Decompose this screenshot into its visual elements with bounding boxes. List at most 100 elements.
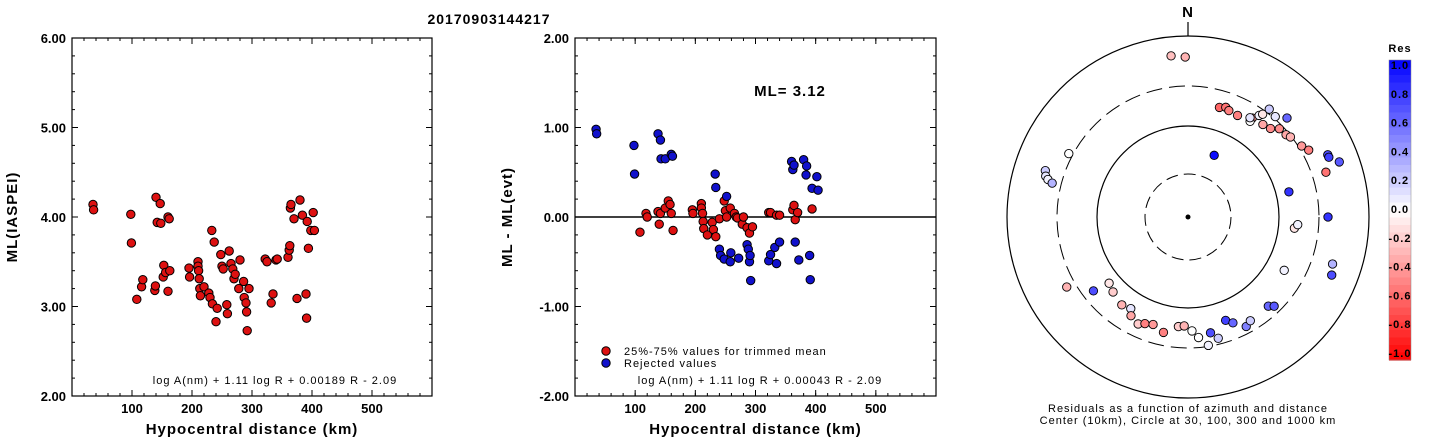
station-point (1334, 157, 1344, 167)
y-tick-label: -1.00 (539, 300, 569, 315)
colorbar-swatch (1389, 345, 1411, 354)
y-axis-title: ML(IASPEI) (4, 172, 21, 263)
x-tick-label: 100 (624, 401, 646, 416)
data-point (642, 212, 652, 222)
data-point (792, 207, 803, 218)
legend-label: Rejected values (624, 358, 717, 370)
colorbar-swatch (1389, 90, 1411, 99)
station-point (1224, 105, 1234, 116)
colorbar-swatch (1389, 202, 1411, 211)
colorbar-swatch (1389, 195, 1411, 204)
data-point (721, 191, 732, 202)
station-point (1104, 278, 1114, 288)
station-point (1064, 148, 1074, 159)
data-point (774, 237, 785, 247)
station-point (1193, 332, 1204, 343)
colorbar-swatch (1389, 337, 1411, 346)
station-point (1270, 111, 1280, 122)
colorbar-swatch (1389, 255, 1411, 264)
station-point (1284, 187, 1294, 197)
station-point (1279, 265, 1289, 275)
circle-30km (1144, 173, 1232, 261)
station-point (1117, 300, 1127, 310)
station-point (1180, 52, 1190, 62)
data-point (235, 255, 245, 265)
circle-300km (1056, 85, 1320, 349)
data-point (807, 204, 817, 214)
station-point (1179, 321, 1189, 331)
colorbar-swatch (1389, 150, 1411, 159)
data-point (805, 274, 815, 285)
epicenter-dot (1185, 214, 1191, 220)
data-point (771, 258, 782, 269)
colorbar-swatch (1389, 60, 1411, 69)
colorbar-swatch (1389, 142, 1411, 151)
station-point (1324, 152, 1334, 162)
colorbar-tick-label: 0.6 (1391, 118, 1409, 130)
colorbar-swatch (1389, 112, 1411, 121)
formula-label: log A(nm) + 1.11 log R + 0.00043 R - 2.0… (638, 375, 882, 387)
colorbar-swatch (1389, 157, 1411, 166)
station-point (1293, 220, 1303, 230)
y-tick-label: 6.00 (41, 31, 66, 46)
data-point (207, 225, 217, 236)
colorbar-tick-label: 0.4 (1391, 146, 1409, 158)
data-point (150, 281, 161, 291)
station-point (1304, 145, 1314, 155)
formula-label: log A(nm) + 1.11 log R + 0.00189 R - 2.0… (153, 375, 397, 387)
data-point (241, 298, 251, 308)
data-point (295, 195, 305, 205)
data-point (212, 303, 222, 313)
colorbar-title: Res (1388, 43, 1411, 55)
data-point (297, 210, 308, 220)
y-tick-label: 0.00 (544, 210, 569, 225)
north-label: N (1182, 4, 1194, 21)
data-point (88, 205, 99, 215)
colorbar-frame (1388, 59, 1412, 361)
colorbar-swatch (1389, 120, 1411, 129)
colorbar-swatch (1389, 97, 1411, 106)
y-tick-label: -2.00 (539, 389, 569, 404)
y-tick-label: 5.00 (41, 121, 66, 136)
data-point (286, 199, 296, 210)
x-tick-label: 500 (865, 401, 887, 416)
data-point (164, 214, 174, 224)
x-tick-label: 500 (361, 401, 383, 416)
data-point (163, 286, 173, 296)
colorbar-swatch (1389, 165, 1411, 174)
data-point (266, 298, 276, 308)
colorbar-swatch (1389, 180, 1411, 189)
colorbar-swatch (1389, 67, 1411, 76)
data-point (268, 289, 278, 299)
station-point (1205, 328, 1216, 338)
colorbar-swatch (1389, 240, 1411, 249)
data-point (199, 282, 209, 292)
colorbar-tick-label: 0.0 (1391, 204, 1409, 216)
data-point (725, 257, 735, 267)
data-point (302, 216, 312, 227)
data-point (812, 172, 822, 182)
data-point (222, 308, 233, 319)
data-point (303, 243, 314, 254)
data-point (745, 250, 755, 261)
colorbar-swatch (1389, 300, 1411, 309)
data-point (195, 291, 206, 301)
station-point (1228, 318, 1238, 328)
map-caption-line1: Residuals as a function of azimuth and d… (1048, 403, 1328, 415)
colorbar-swatch (1389, 262, 1411, 271)
data-point (301, 313, 312, 323)
residual-colorbar: Res 1.0 0.8 0.6 0.4 0.2 0.0 -0.2 -0.4 -0.6 -0.8 -1.… (1388, 43, 1412, 361)
data-point (738, 212, 749, 222)
colorbar-swatch (1389, 270, 1411, 279)
x-tick-label: 200 (181, 401, 203, 416)
colorbar-swatch (1389, 232, 1411, 241)
figure-title: 20170903144217 (427, 11, 550, 27)
x-axis-title: Hypocentral distance (km) (649, 421, 862, 438)
residual-distance-panel: 100 200 300 400 500 -2.00 -1.00 0.00 1.00 2.00 Hyp… (499, 31, 937, 438)
station-point (1140, 318, 1150, 329)
data-point (193, 266, 204, 276)
colorbar-swatch (1389, 127, 1411, 136)
colorbar-tick-label: -0.2 (1389, 233, 1412, 245)
x-tick-label: 300 (241, 401, 263, 416)
data-point (665, 199, 675, 210)
